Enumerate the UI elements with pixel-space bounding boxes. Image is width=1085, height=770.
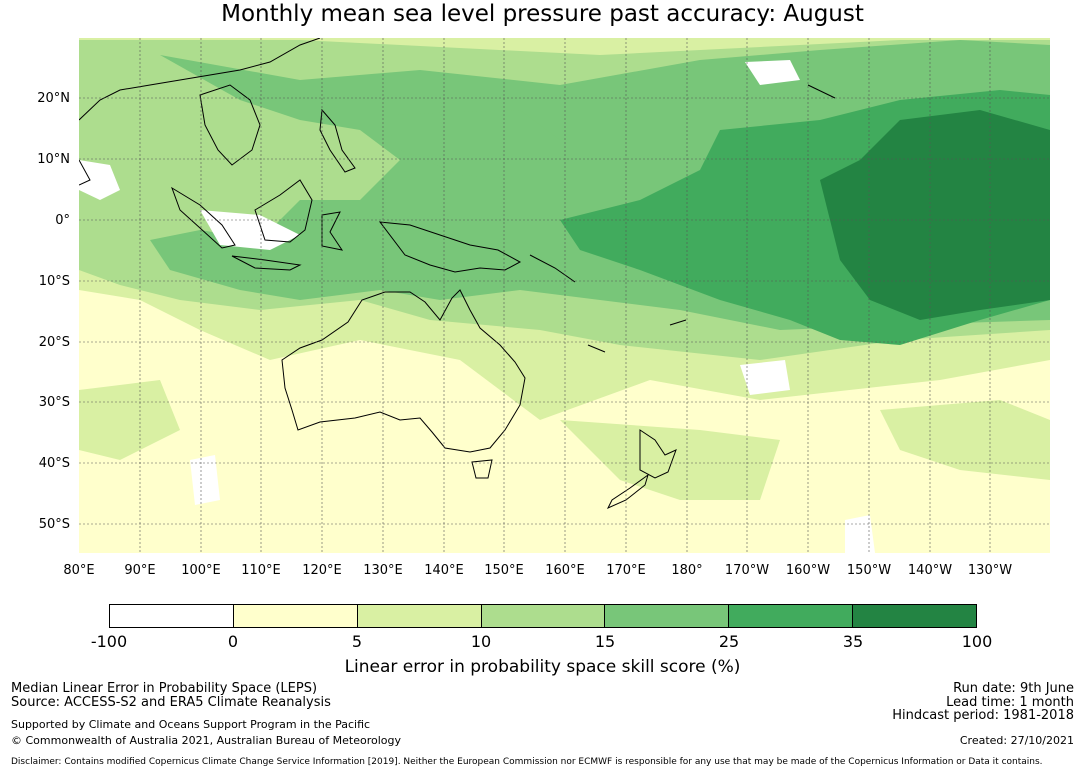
colorbar xyxy=(109,604,977,628)
colorbar-segment xyxy=(357,605,482,627)
lat-label: 50°S xyxy=(38,517,70,532)
lon-label: 130°W xyxy=(967,563,1013,578)
indochina-coastline xyxy=(199,84,261,166)
sumatra-coastline xyxy=(171,186,236,249)
footer-lead-time: Lead time: 1 month xyxy=(946,695,1074,710)
skill-zone-negative xyxy=(79,160,120,200)
skill-zone-5-10 xyxy=(79,380,180,460)
footer-hindcast: Hindcast period: 1981-2018 xyxy=(892,708,1074,723)
colorbar-tick: 5 xyxy=(351,632,363,651)
lon-label: 150°W xyxy=(846,563,892,578)
lon-label: 150°E xyxy=(484,563,524,578)
footer-created: Created: 27/10/2021 xyxy=(959,734,1074,747)
lon-label: 170°W xyxy=(724,563,770,578)
skill-zone-negative xyxy=(845,515,875,553)
colorbar-segment xyxy=(605,605,730,627)
lon-label: 120°E xyxy=(302,563,342,578)
new-caledonia-coastline xyxy=(587,344,606,353)
lat-label: 10°N xyxy=(37,152,70,167)
colorbar-segment xyxy=(729,605,854,627)
lat-label: 20°S xyxy=(38,335,70,350)
lon-label: 140°W xyxy=(907,563,953,578)
lon-label: 170°E xyxy=(606,563,646,578)
skill-zone-negative xyxy=(190,455,220,505)
lon-label: 180° xyxy=(671,563,703,578)
skill-zone-negative xyxy=(740,360,790,395)
lat-label: 10°S xyxy=(38,274,70,289)
sulawesi-coastline xyxy=(321,211,344,251)
colorbar-tick: 35 xyxy=(842,632,864,651)
asia-coastline xyxy=(79,38,321,121)
new-zealand-coastline xyxy=(606,429,677,510)
skill-score-map xyxy=(79,38,1050,553)
lat-label: 30°S xyxy=(38,395,70,410)
lat-label: 20°N xyxy=(37,91,70,106)
colorbar-tick: 10 xyxy=(470,632,492,651)
skill-zone-5-10 xyxy=(560,420,780,500)
colorbar-tick: 15 xyxy=(594,632,616,651)
colorbar-segment xyxy=(481,605,606,627)
colorbar-tick: -100 xyxy=(90,632,128,651)
skill-zone-15-25 xyxy=(380,110,560,180)
footer-source: Source: ACCESS-S2 and ERA5 Climate Reana… xyxy=(11,695,331,710)
skill-zone-35-100 xyxy=(820,110,1050,320)
colorbar-segment xyxy=(853,605,977,627)
footer-run-date: Run date: 9th June xyxy=(953,681,1074,696)
colorbar-segment xyxy=(233,605,358,627)
footer-copyright: © Commonwealth of Australia 2021, Austra… xyxy=(11,734,401,747)
philippines-coastline xyxy=(319,108,356,173)
solomon-islands-coastline xyxy=(529,254,576,283)
lon-label: 100°E xyxy=(181,563,221,578)
india-coastline xyxy=(79,159,91,186)
skill-zone-negative xyxy=(745,60,800,85)
graticule xyxy=(79,38,1050,553)
hawaii-coastline xyxy=(807,84,836,99)
lat-label: 0° xyxy=(55,213,70,228)
australia-coastline xyxy=(281,289,526,453)
lon-label: 160°E xyxy=(545,563,585,578)
colorbar-segment xyxy=(110,605,234,627)
colorbar-tick: 0 xyxy=(227,632,239,651)
coastlines xyxy=(79,38,836,510)
tasmania-coastline xyxy=(471,459,493,479)
lon-label: 140°E xyxy=(424,563,464,578)
lat-label: 40°S xyxy=(38,456,70,471)
new-guinea-coastline xyxy=(378,221,522,273)
colorbar-tick: 100 xyxy=(961,632,993,651)
footer-disclaimer: Disclaimer: Contains modified Copernicus… xyxy=(11,757,1043,767)
fiji-coastline xyxy=(669,319,687,326)
borneo-coastline xyxy=(254,179,313,243)
map-title: Monthly mean sea level pressure past acc… xyxy=(221,1,864,27)
skill-zone-5-10 xyxy=(880,400,1050,480)
footer-method: Median Linear Error in Probability Space… xyxy=(11,681,318,696)
lon-label: 80°E xyxy=(63,563,95,578)
colorbar-label: Linear error in probability space skill … xyxy=(344,657,741,677)
java-coastline xyxy=(231,255,302,271)
lon-label: 160°W xyxy=(785,563,831,578)
lon-label: 130°E xyxy=(363,563,403,578)
footer-support: Supported by Climate and Oceans Support … xyxy=(11,718,371,731)
colorbar-tick: 25 xyxy=(718,632,740,651)
lon-label: 110°E xyxy=(241,563,281,578)
lon-label: 90°E xyxy=(124,563,156,578)
